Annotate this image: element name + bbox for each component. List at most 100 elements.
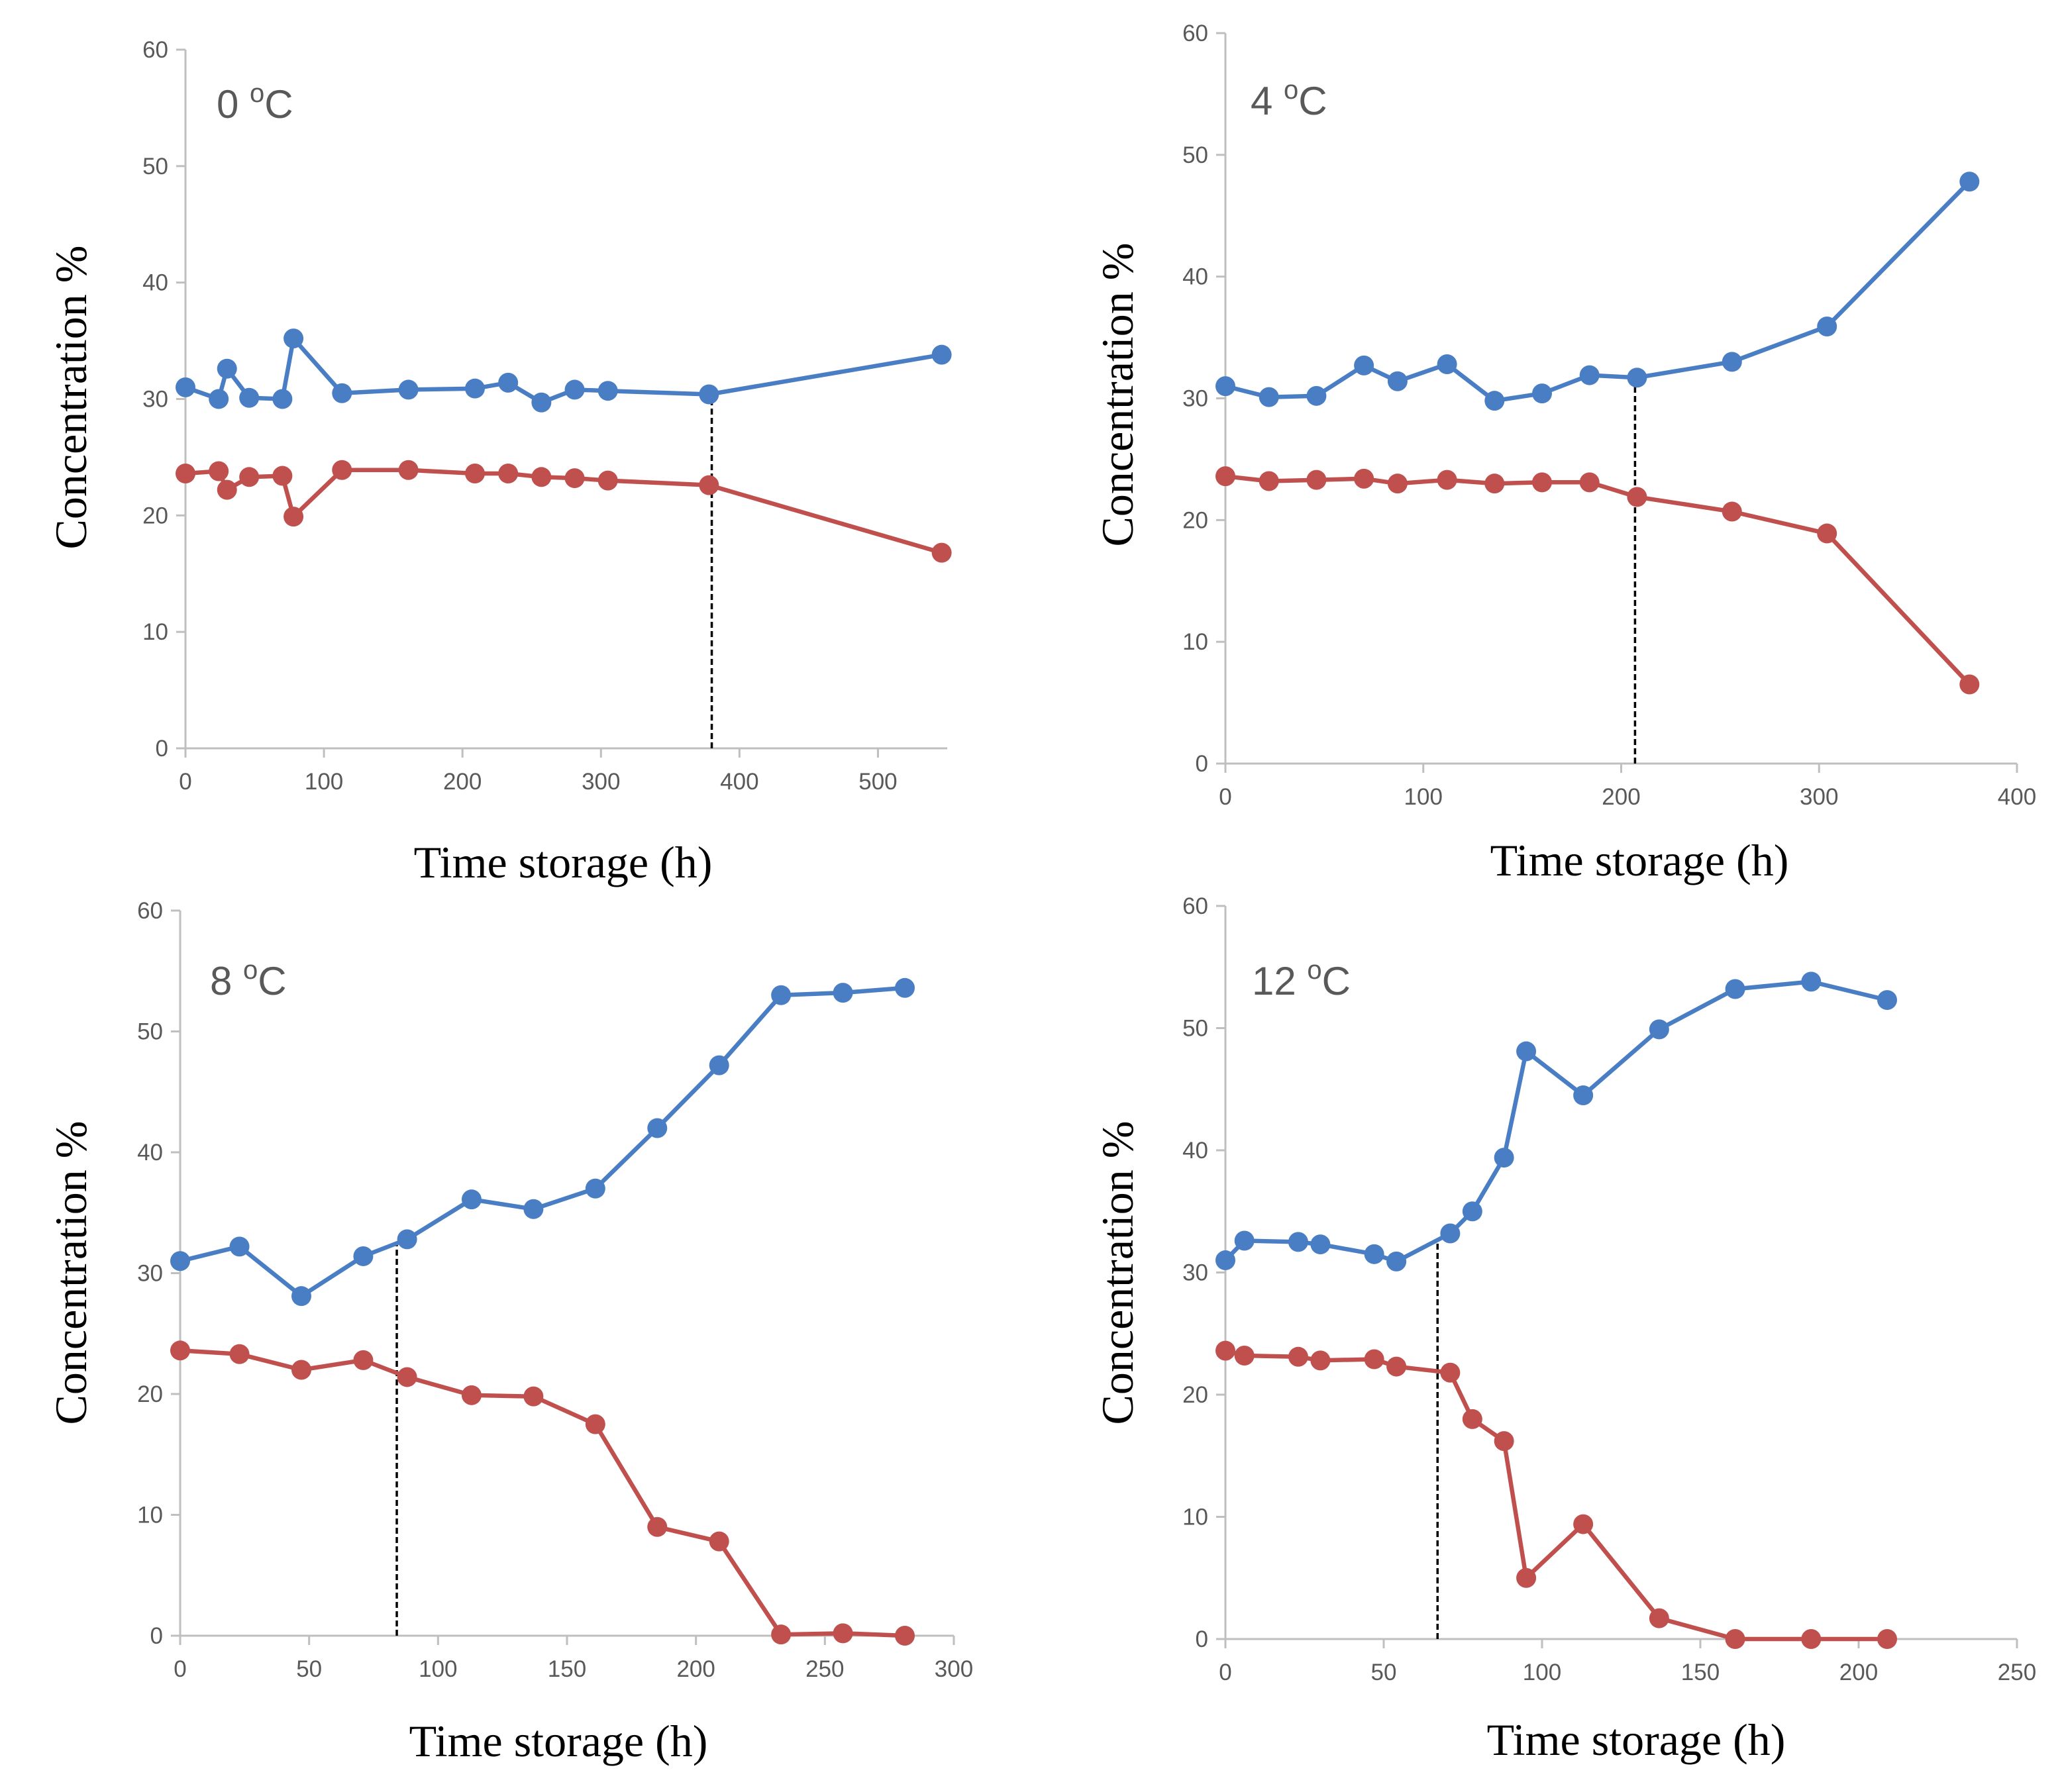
panel-0c-x-tick-label: 500 [858,769,897,795]
panel-0c-x-tick-label: 100 [305,769,343,795]
panel-0c-series-lower-point [699,475,719,495]
panel-12c-x-tick-label: 150 [1681,1660,1720,1685]
panel-4c-series-lower-point [1532,472,1552,493]
panel-12c-series-upper-point [1877,990,1898,1011]
panel-8c-series-lower-point [647,1517,668,1537]
panel-8c-x-tick-label: 250 [805,1656,844,1682]
panel-12c-series-lower-point [1215,1340,1235,1361]
panel-8c-series-lower-point [833,1623,853,1644]
panel-8c-x-tick-label: 0 [174,1656,186,1682]
panel-0c-series-upper-point [498,372,519,393]
panel-12c-series-upper-point [1573,1085,1594,1105]
panel-12c-x-tick-label: 200 [1839,1660,1878,1685]
panel-0c-series-lower-point [531,467,552,487]
panel-8c-series-upper-point [229,1236,250,1257]
panel-8c-series-lower-point [461,1385,482,1405]
panel-12c-series-upper-point [1386,1251,1407,1271]
panel-12c-x-axis-title: Time storage (h) [1487,1715,1786,1765]
panel-4c-series-lower-point [1817,523,1837,544]
panel-12c-series-upper-point [1288,1232,1308,1252]
panel-4c-series-upper-point [1387,371,1408,391]
panel-4c-x-tick-label: 0 [1219,784,1231,810]
panel-12c-series-lower-point [1649,1608,1669,1628]
panel-4c-series-lower-point [1306,470,1327,490]
panel-0c-x-axis-title: Time storage (h) [414,837,713,887]
panel-12c-series-lower-point [1310,1350,1331,1371]
panel-12c-axes: 0 10 20 30 40 50 60 0 50 100 150 200 250 [1182,893,2036,1685]
panel-4c-series-upper-point [1627,368,1647,388]
panel-0c-series-lower-point [465,464,485,484]
panel-0c-series-lower-point [498,464,519,484]
panel-0c-series-upper-point [465,378,485,399]
panel-8c-series-lower-point [709,1531,729,1552]
panel-4c-y-tick-label: 60 [1182,21,1208,46]
panel-4c-y-tick-label: 30 [1182,386,1208,412]
panel-12c-y-tick-label: 0 [1196,1626,1208,1652]
panel-12c-y-axis-title: Concentration % [1092,1121,1143,1425]
panel-4c-series-lower-point [1959,674,1980,695]
panel-0c-y-axis-title: Concentration % [46,246,96,550]
panel-4c-series-lower-line [1223,473,1972,687]
panel-0c-series-upper-point [699,384,719,405]
panel-8c-axes: 0 10 20 30 40 50 60 0 50 100 150 200 250 300 [137,898,973,1682]
panel-12c-y-tick-label: 20 [1182,1382,1208,1408]
panel-12c-series-upper-line [1223,979,1890,1264]
panel-12c-series-lower-point [1801,1629,1822,1649]
panel-12c-series-upper-point [1725,979,1745,999]
panel-0c-series-upper-point [176,377,195,397]
panel-12c-series-lower-point [1440,1362,1461,1383]
panel-12c-series-lower-point [1725,1629,1745,1649]
panel-8c-series-upper-point [709,1055,729,1075]
panel-4c-y-tick-label: 10 [1182,629,1208,655]
panel-8c-x-tick-label: 200 [676,1656,715,1682]
panel-8c-x-tick-label: 150 [548,1656,586,1682]
panel-0c-series-lower-point [332,460,352,480]
panel-8c-series-lower-point [353,1350,374,1370]
panel-4c-series-upper-point [1579,365,1600,385]
panel-4c-series-upper-point [1959,172,1980,192]
panel-0c-title: 0 oC [217,79,293,126]
panel-0c-series-lower-point [597,470,618,491]
panel-12c-title: 12 oC [1252,956,1351,1003]
panel-8c-y-tick-label: 30 [137,1261,163,1287]
panel-0c-y-tick-label: 10 [142,619,168,645]
panel-0c-y-tick-label: 0 [156,736,168,762]
panel-12c-series-lower-point [1386,1356,1407,1377]
panel-4c-axes: 0 10 20 30 40 50 60 0 100 200 300 400 [1182,21,2036,810]
panel-12c-series-lower-line [1223,1348,1890,1642]
panel-12c-y-tick-label: 60 [1182,893,1208,919]
panel-12c: 0 10 20 30 40 50 60 0 50 100 150 200 250 12 oC Time … [1092,893,2036,1765]
panel-12c-x-tick-label: 100 [1523,1660,1561,1685]
panel-0c-series-upper-point [332,383,352,403]
panel-8c-series-upper-line [178,985,907,1299]
panel-8c-y-tick-label: 0 [150,1623,163,1649]
panel-4c-series-lower-point [1387,473,1408,494]
panel-4c-x-axis-title: Time storage (h) [1490,835,1789,885]
panel-4c-series-lower-point [1259,471,1279,491]
panel-12c-series-lower-point [1462,1409,1482,1429]
panel-0c-series-upper-point [209,389,229,409]
panel-4c-series-upper-point [1532,383,1552,404]
panel-0c-series-upper-point [564,379,585,400]
panel-0c: 0 10 20 30 40 50 60 0 100 200 300 400 500 0 oC Time … [46,37,952,887]
panel-0c-x-tick-label: 200 [443,769,482,795]
panel-12c-series-lower-point [1573,1514,1594,1534]
panel-4c: 0 10 20 30 40 50 60 0 100 200 300 400 4 oC Time sto… [1092,21,2036,885]
panel-12c-x-tick-label: 50 [1371,1660,1397,1685]
panel-0c-y-tick-label: 20 [142,503,168,528]
panel-12c-series-lower-point [1288,1346,1308,1367]
panel-8c-series-upper-point [291,1286,311,1307]
panel-12c-series-upper-point [1310,1234,1331,1255]
panel-8c-series-lower-point [229,1344,250,1364]
panel-4c-series [1215,172,1980,695]
panel-4c-series-lower-point [1627,487,1647,507]
panel-8c-y-tick-label: 40 [137,1140,163,1166]
panel-4c-y-tick-label: 20 [1182,507,1208,533]
panel-0c-series-lower-point [272,466,293,486]
panel-4c-series-lower-point [1579,472,1600,493]
panel-4c-series-upper-line [1223,179,1972,403]
panel-8c-series-upper-point [647,1118,668,1138]
panel-12c-series-upper-point [1440,1223,1461,1244]
panel-8c-y-tick-label: 60 [137,898,163,924]
panel-12c-series-upper-point [1494,1148,1514,1168]
